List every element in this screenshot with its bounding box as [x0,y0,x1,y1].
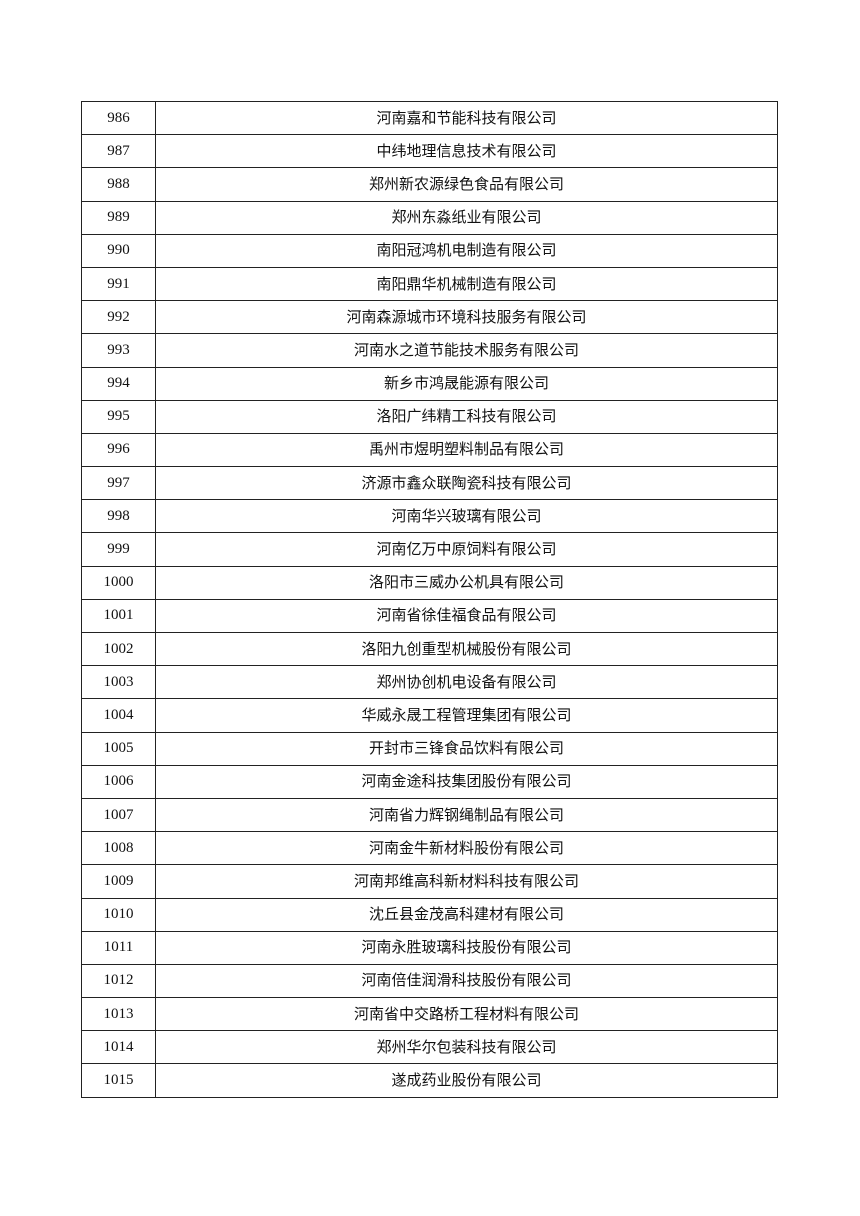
row-number: 1011 [81,930,156,965]
row-number: 986 [81,100,156,136]
company-name: 洛阳市三威办公机具有限公司 [155,565,778,600]
table-row: 988 郑州新农源绿色食品有限公司 [81,167,778,202]
company-name: 河南省徐佳福食品有限公司 [155,598,778,634]
table-row: 997 济源市鑫众联陶瓷科技有限公司 [81,466,778,501]
company-name: 沈丘县金茂高科建材有限公司 [155,897,778,932]
company-name: 南阳冠鸿机电制造有限公司 [155,233,778,268]
table-row: 990 南阳冠鸿机电制造有限公司 [81,233,778,268]
table-row: 1003 郑州协创机电设备有限公司 [81,665,778,700]
company-name: 郑州东淼纸业有限公司 [155,200,778,235]
table-row: 1010 沈丘县金茂高科建材有限公司 [81,897,778,932]
row-number: 1012 [81,963,156,999]
company-name: 河南省力辉钢绳制品有限公司 [155,797,778,833]
row-number: 1003 [81,665,156,700]
row-number: 996 [81,432,156,468]
table-row: 1001 河南省徐佳福食品有限公司 [81,598,778,634]
company-name: 河南水之道节能技术服务有限公司 [155,333,778,368]
table-row: 992 河南森源城市环境科技服务有限公司 [81,300,778,335]
row-number: 1006 [81,764,156,799]
row-number: 1015 [81,1063,156,1098]
company-name: 郑州华尔包装科技有限公司 [155,1030,778,1065]
table-row: 1015 遂成药业股份有限公司 [81,1063,778,1098]
row-number: 1000 [81,565,156,600]
company-name: 洛阳广纬精工科技有限公司 [155,399,778,434]
row-number: 1001 [81,598,156,634]
table-row: 987 中纬地理信息技术有限公司 [81,134,778,169]
row-number: 993 [81,333,156,368]
row-number: 1008 [81,831,156,866]
table-row: 1000 洛阳市三威办公机具有限公司 [81,565,778,600]
row-number: 999 [81,532,156,567]
company-name: 河南金牛新材料股份有限公司 [155,831,778,866]
row-number: 987 [81,134,156,169]
row-number: 992 [81,300,156,335]
row-number: 1004 [81,698,156,733]
table-row: 1011 河南永胜玻璃科技股份有限公司 [81,930,778,965]
company-name: 河南森源城市环境科技服务有限公司 [155,300,778,335]
table-row: 989 郑州东淼纸业有限公司 [81,200,778,235]
table-row: 1013 河南省中交路桥工程材料有限公司 [81,997,778,1032]
company-name: 洛阳九创重型机械股份有限公司 [155,631,778,667]
table-row: 998 河南华兴玻璃有限公司 [81,499,778,534]
table-row: 1009 河南邦维高科新材料科技有限公司 [81,864,778,899]
company-name: 河南华兴玻璃有限公司 [155,499,778,534]
table-row: 1008 河南金牛新材料股份有限公司 [81,831,778,866]
company-name: 河南倍佳润滑科技股份有限公司 [155,963,778,999]
row-number: 991 [81,266,156,302]
table-row: 993 河南水之道节能技术服务有限公司 [81,333,778,368]
row-number: 1014 [81,1030,156,1065]
company-name: 禹州市煜明塑料制品有限公司 [155,432,778,468]
company-name: 郑州新农源绿色食品有限公司 [155,167,778,202]
company-name: 遂成药业股份有限公司 [155,1063,778,1098]
company-name: 河南嘉和节能科技有限公司 [155,100,778,136]
row-number: 1009 [81,864,156,899]
company-name: 南阳鼎华机械制造有限公司 [155,266,778,302]
company-table: 986 河南嘉和节能科技有限公司 987 中纬地理信息技术有限公司 988 郑州新农源绿色… [81,100,778,1098]
table-row: 1007 河南省力辉钢绳制品有限公司 [81,797,778,833]
row-number: 994 [81,366,156,401]
table-body: 986 河南嘉和节能科技有限公司 987 中纬地理信息技术有限公司 988 郑州新农源绿色… [81,100,778,1098]
table-row: 1012 河南倍佳润滑科技股份有限公司 [81,963,778,999]
table-row: 999 河南亿万中原饲料有限公司 [81,532,778,567]
table-row: 1004 华威永晟工程管理集团有限公司 [81,698,778,733]
company-name: 开封市三锋食品饮料有限公司 [155,731,778,766]
company-name: 河南亿万中原饲料有限公司 [155,532,778,567]
company-name: 济源市鑫众联陶瓷科技有限公司 [155,466,778,501]
row-number: 1013 [81,997,156,1032]
company-name: 河南永胜玻璃科技股份有限公司 [155,930,778,965]
table-row: 1006 河南金途科技集团股份有限公司 [81,764,778,799]
row-number: 1002 [81,631,156,667]
row-number: 998 [81,499,156,534]
row-number: 990 [81,233,156,268]
company-name: 华威永晟工程管理集团有限公司 [155,698,778,733]
table-row: 991 南阳鼎华机械制造有限公司 [81,266,778,302]
company-name: 新乡市鸿晟能源有限公司 [155,366,778,401]
table-row: 995 洛阳广纬精工科技有限公司 [81,399,778,434]
table-row: 1005 开封市三锋食品饮料有限公司 [81,731,778,766]
company-name: 中纬地理信息技术有限公司 [155,134,778,169]
row-number: 995 [81,399,156,434]
table-row: 1002 洛阳九创重型机械股份有限公司 [81,631,778,667]
row-number: 1010 [81,897,156,932]
table-row: 1014 郑州华尔包装科技有限公司 [81,1030,778,1065]
row-number: 989 [81,200,156,235]
table-row: 994 新乡市鸿晟能源有限公司 [81,366,778,401]
row-number: 988 [81,167,156,202]
company-name: 河南金途科技集团股份有限公司 [155,764,778,799]
row-number: 997 [81,466,156,501]
table-row: 986 河南嘉和节能科技有限公司 [81,100,778,136]
company-name: 河南邦维高科新材料科技有限公司 [155,864,778,899]
company-name: 郑州协创机电设备有限公司 [155,665,778,700]
row-number: 1005 [81,731,156,766]
company-name: 河南省中交路桥工程材料有限公司 [155,997,778,1032]
table-row: 996 禹州市煜明塑料制品有限公司 [81,432,778,468]
row-number: 1007 [81,797,156,833]
